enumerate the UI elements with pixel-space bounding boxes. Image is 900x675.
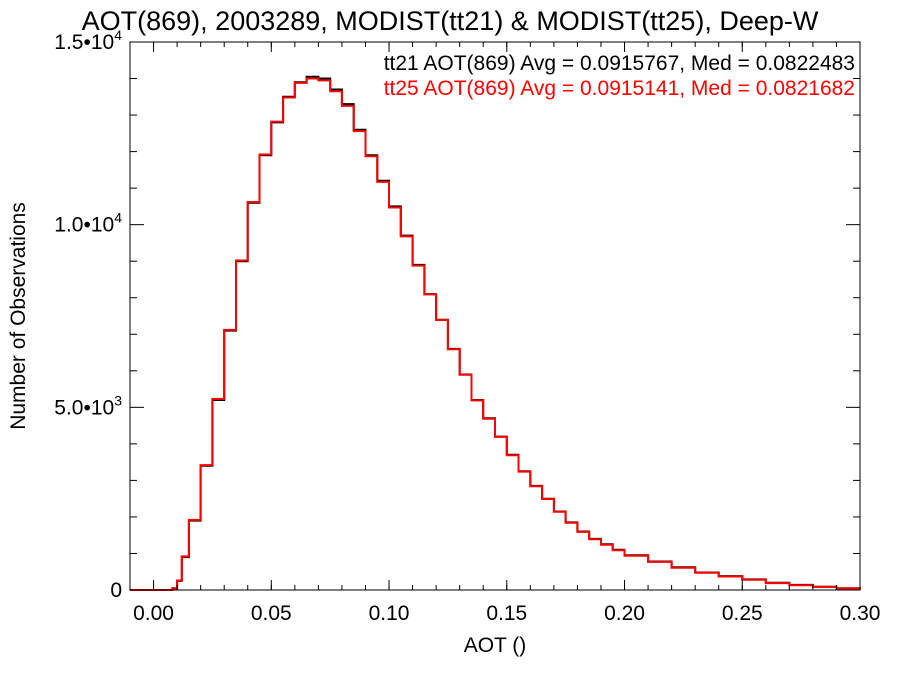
x-tick-label: 0.20 (604, 602, 645, 625)
y-axis-ticks: 0 5.0•103 1.0•104 1.5•104 (54, 27, 860, 602)
x-tick-label: 0.00 (133, 602, 174, 625)
series-line-tt21 (130, 75, 861, 591)
x-tick-label: 0.15 (486, 602, 527, 625)
chart-title: AOT(869), 2003289, MODIST(tt21) & MODIST… (82, 6, 819, 36)
plot-frame (129, 41, 861, 591)
x-axis-ticks: 0.00 0.05 0.10 0.15 0.20 0.25 0.30 (129, 42, 881, 625)
y-tick-label: 0 (110, 579, 122, 602)
y-tick-label: 5.0•103 (54, 392, 122, 419)
series-line-tt25 (130, 77, 861, 591)
y-tick-label: 1.0•104 (54, 210, 122, 237)
x-tick-label: 0.30 (840, 602, 881, 625)
x-axis-label: AOT () (464, 634, 527, 657)
x-tick-label: 0.25 (722, 602, 763, 625)
x-tick-label: 0.10 (369, 602, 410, 625)
series-layer (130, 75, 861, 591)
x-tick-label: 0.05 (251, 602, 292, 625)
annotation-tt21: tt21 AOT(869) Avg = 0.0915767, Med = 0.0… (384, 52, 855, 75)
annotation-tt25: tt25 AOT(869) Avg = 0.0915141, Med = 0.0… (384, 77, 855, 100)
y-tick-label: 1.5•104 (54, 27, 122, 54)
y-axis-label: Number of Observations (7, 202, 30, 430)
